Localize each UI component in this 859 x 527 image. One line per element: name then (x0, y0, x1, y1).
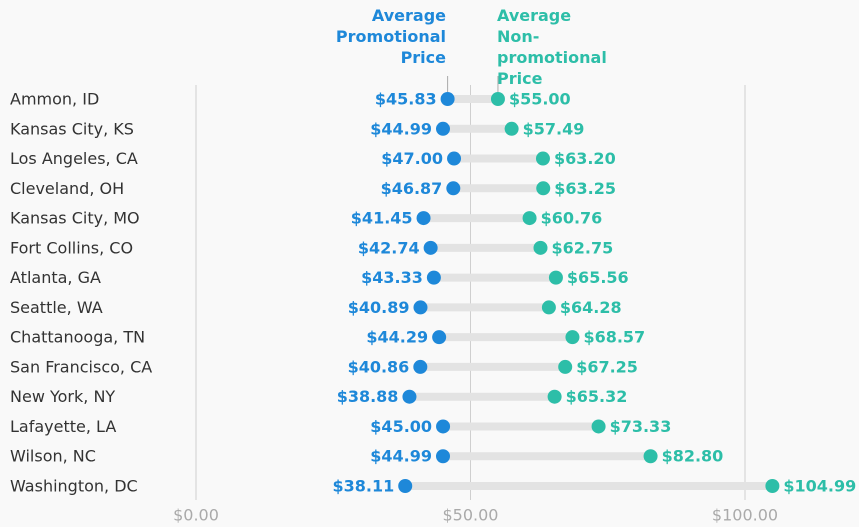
value-label: $64.28 (560, 298, 622, 317)
dot (413, 359, 428, 374)
category-label: Fort Collins, CO (10, 238, 133, 257)
category-label: Washington, DC (10, 477, 138, 496)
value-label: $73.33 (610, 417, 672, 436)
category-label: Chattanooga, TN (10, 328, 145, 347)
value-label: $104.99 (783, 477, 856, 496)
value-label: $68.57 (583, 328, 645, 347)
category-label: Lafayette, LA (10, 417, 116, 436)
value-label: $63.20 (554, 149, 616, 168)
dot (548, 270, 563, 285)
value-label: $65.56 (567, 268, 629, 287)
value-label: $38.11 (332, 477, 394, 496)
category-label: Kansas City, KS (10, 119, 134, 138)
dot (490, 92, 505, 106)
dot (436, 419, 451, 434)
dot (643, 449, 658, 464)
value-label: $43.33 (361, 268, 423, 287)
value-label: $55.00 (509, 90, 571, 109)
dot (533, 240, 548, 255)
dot (435, 121, 450, 136)
value-label: $41.45 (351, 209, 413, 228)
category-label: New York, NY (10, 387, 115, 406)
category-label: Wilson, NC (10, 447, 96, 466)
dot (536, 181, 551, 196)
dot (423, 240, 438, 255)
value-label: $45.83 (375, 90, 437, 109)
dot (426, 270, 441, 285)
dot (522, 211, 537, 226)
value-label: $44.99 (370, 119, 432, 138)
category-label: Cleveland, OH (10, 179, 124, 198)
value-label: $63.25 (554, 179, 616, 198)
value-label: $38.88 (337, 387, 399, 406)
value-label: $40.89 (348, 298, 410, 317)
value-label: $42.74 (358, 238, 420, 257)
dot (398, 479, 413, 494)
dot (435, 449, 450, 464)
value-label: $45.00 (370, 417, 432, 436)
dot (535, 151, 550, 166)
dot (440, 92, 455, 106)
category-label: Ammon, ID (10, 90, 99, 109)
x-tick-label: $50.00 (443, 506, 499, 525)
category-label: San Francisco, CA (10, 357, 152, 376)
value-label: $57.49 (523, 119, 585, 138)
dot (504, 121, 519, 136)
dot (447, 151, 462, 166)
dot (402, 389, 417, 404)
x-tick-label: $100.00 (712, 506, 778, 525)
value-label: $47.00 (381, 149, 443, 168)
dot (765, 479, 780, 494)
value-label: $67.25 (576, 357, 638, 376)
dot (558, 359, 573, 374)
dot (591, 419, 606, 434)
dot (541, 300, 556, 315)
value-label: $40.86 (348, 357, 410, 376)
value-label: $62.75 (551, 238, 613, 257)
value-label: $44.99 (370, 447, 432, 466)
category-label: Seattle, WA (10, 298, 103, 317)
dot (565, 330, 580, 345)
value-label: $65.32 (566, 387, 628, 406)
dot (416, 211, 431, 226)
value-label: $60.76 (541, 209, 603, 228)
category-label: Los Angeles, CA (10, 149, 138, 168)
dot (413, 300, 428, 315)
dot (432, 330, 447, 345)
dot (547, 389, 562, 404)
category-label: Atlanta, GA (10, 268, 101, 287)
legend-non-promotional: Average Non-promotional Price (497, 6, 607, 88)
category-label: Kansas City, MO (10, 209, 140, 228)
value-label: $46.87 (381, 179, 443, 198)
dot (446, 181, 461, 196)
legend-promotional: Average Promotional Price (335, 6, 446, 67)
value-label: $44.29 (366, 328, 428, 347)
value-label: $82.80 (662, 447, 724, 466)
x-tick-label: $0.00 (173, 506, 219, 525)
